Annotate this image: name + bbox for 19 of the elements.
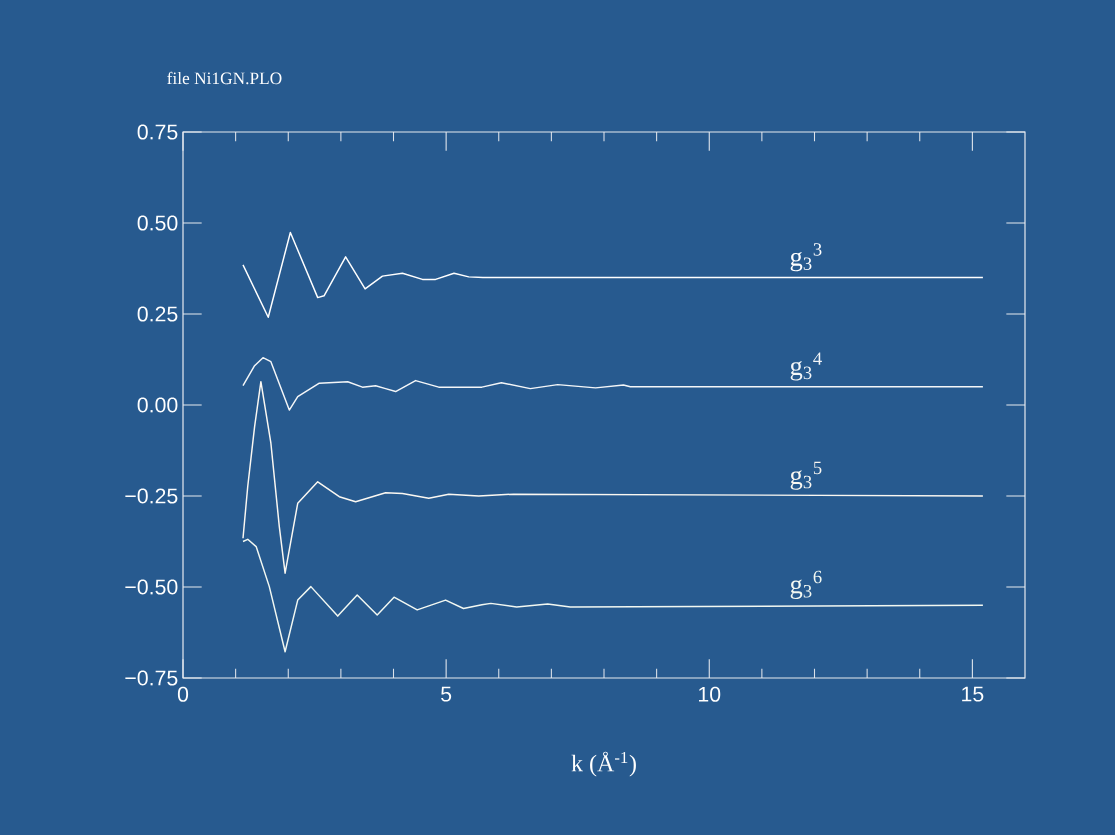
- y-tick-label: 0.25: [137, 306, 178, 322]
- series-label: g$_{3}$5: [790, 461, 822, 490]
- series-label: g$_{3}$3: [790, 243, 822, 272]
- x-tick-label: 5: [441, 686, 452, 702]
- series-label: g$_{3}$6: [790, 570, 822, 599]
- x-tick-label: 10: [699, 686, 721, 702]
- y-tick-label: −0.50: [125, 579, 178, 595]
- y-tick-label: −0.75: [125, 670, 178, 686]
- line-series: [242, 538, 984, 653]
- x-tick-label: 0: [177, 686, 189, 702]
- y-tick-label: 0.75: [137, 124, 178, 140]
- y-tick-label: 0.50: [137, 215, 178, 231]
- x-axis-title: k (Å$^{-1}$): [571, 751, 636, 777]
- y-tick-label: 0.00: [137, 397, 178, 413]
- y-tick-label: −0.25: [125, 488, 178, 504]
- series-label: g$_{3}$4: [790, 352, 822, 381]
- chart-title: file Ni1GN.PLO: [167, 71, 282, 85]
- line-series: [242, 231, 984, 319]
- x-tick-label: 15: [962, 686, 984, 702]
